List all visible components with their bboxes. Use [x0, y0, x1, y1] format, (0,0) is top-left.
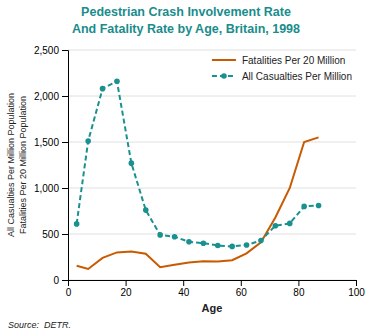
tick-mark — [62, 234, 68, 235]
tick-mark — [356, 280, 357, 286]
tick-label: 20 — [121, 287, 133, 298]
tick-mark — [62, 142, 68, 143]
axis-line — [62, 51, 69, 281]
point — [287, 221, 293, 227]
grid-line — [68, 234, 356, 235]
point — [215, 243, 221, 249]
series-line — [77, 81, 319, 246]
y-label-line: All Casualties Per Million Population — [6, 93, 16, 237]
tick-mark — [62, 50, 68, 51]
point — [229, 244, 235, 250]
point — [301, 204, 307, 210]
tick-mark — [241, 280, 242, 286]
point — [100, 86, 106, 92]
y-axis: 0 500 1,000 1,500 2,000 2,500 — [34, 45, 69, 286]
tick-label: 1,000 — [34, 183, 59, 194]
chart: 0 20 40 60 80 100 0 500 1,000 1,500 2,000 2,500 Fata… — [0, 0, 372, 334]
point — [258, 238, 264, 244]
tick: 100 — [348, 280, 365, 298]
grid-line — [68, 50, 356, 51]
tick: 0 — [53, 275, 68, 286]
legend-item: Fatalities Per 20 Million — [212, 55, 345, 66]
tick-mark — [62, 188, 68, 189]
legend-label: Fatalities Per 20 Million — [242, 55, 345, 66]
tick: 500 — [42, 229, 68, 240]
point — [157, 232, 163, 238]
tick: 40 — [178, 280, 190, 298]
tick-label: 40 — [178, 287, 190, 298]
tick-mark — [298, 280, 299, 286]
point — [172, 234, 178, 240]
tick-mark — [62, 96, 68, 97]
tick: 0 — [66, 280, 72, 298]
legend-item: All Casualties Per Million — [212, 71, 352, 82]
tick-mark — [62, 280, 68, 281]
tick: 20 — [121, 280, 133, 298]
legend-label: All Casualties Per Million — [242, 71, 352, 82]
point — [273, 223, 279, 229]
tick-label: 1,500 — [34, 137, 59, 148]
tick-mark — [126, 280, 127, 286]
grid-line — [68, 96, 356, 97]
tick: 80 — [293, 280, 305, 298]
title: Pedestrian Crash Involvement Rate — [81, 5, 291, 19]
tick: 1,000 — [34, 183, 68, 194]
subtitle: And Fatality Rate by Age, Britain, 1998 — [72, 22, 300, 36]
plot-area: 0 20 40 60 80 100 0 500 1,000 1,500 2,000 2,500 Fata… — [34, 45, 365, 298]
series-line — [77, 137, 319, 269]
legend: Fatalities Per 20 Million All Casualties … — [212, 55, 352, 82]
grid-line — [68, 188, 356, 189]
tick-label: 2,000 — [34, 91, 59, 102]
tick: 2,000 — [34, 91, 68, 102]
tick-label: 0 — [66, 287, 72, 298]
tick: 1,500 — [34, 137, 68, 148]
point — [114, 78, 120, 84]
point — [129, 160, 135, 166]
point — [316, 203, 322, 209]
tick-label: 2,500 — [34, 45, 59, 56]
point — [74, 221, 80, 227]
tick: 60 — [236, 280, 248, 298]
tick-label: 100 — [348, 287, 365, 298]
annotation: Source: DETR. — [8, 320, 71, 330]
tick: 2,500 — [34, 45, 68, 56]
point — [186, 239, 192, 245]
tick-label: 500 — [42, 229, 59, 240]
grid — [68, 50, 356, 280]
x-axis: 0 20 40 60 80 100 — [66, 280, 366, 298]
point — [143, 207, 149, 213]
point — [201, 240, 207, 246]
tick-label: 0 — [53, 275, 59, 286]
marks — [74, 78, 322, 268]
legend-swatch — [212, 59, 236, 61]
tick-label: 60 — [236, 287, 248, 298]
point — [244, 242, 250, 248]
legend-marker — [221, 73, 227, 79]
y-label-line: Fatalities Per 20 Million Population — [18, 96, 28, 234]
tick-label: 80 — [293, 287, 305, 298]
y-label: All Casualties Per Million PopulationFat… — [6, 93, 28, 237]
grid-line — [68, 142, 356, 143]
axis-line — [69, 281, 357, 287]
point — [85, 138, 91, 144]
x-label: Age — [202, 302, 223, 314]
tick-mark — [183, 280, 184, 286]
